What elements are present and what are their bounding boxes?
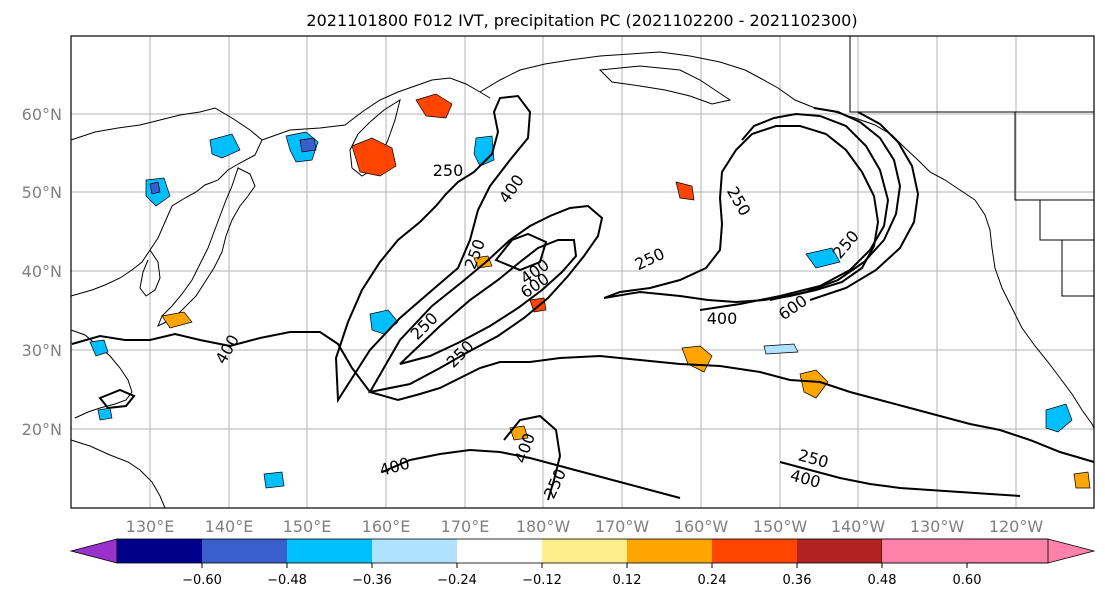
latitude-labels: 60°N 50°N 40°N 30°N 20°N <box>22 105 62 439</box>
lon-label: 140°W <box>831 517 886 536</box>
colorbar-ticks <box>201 563 968 568</box>
colorbar-tick-label: −0.24 <box>437 573 477 588</box>
lon-label: 180°W <box>516 517 571 536</box>
colorbar-tick-label: −0.12 <box>522 573 562 588</box>
map-title: 2021101800 F012 IVT, precipitation PC (2… <box>306 11 857 30</box>
precip-blob <box>675 181 695 201</box>
contour-400-ar <box>368 204 604 394</box>
colorbar-segment <box>797 539 882 563</box>
lon-label: 150°W <box>753 517 808 536</box>
precip-blob <box>473 135 495 167</box>
lon-label: 160°E <box>362 517 411 536</box>
precip-blob <box>1045 403 1073 433</box>
map-background <box>71 36 1094 508</box>
lat-label: 20°N <box>22 420 62 439</box>
contour-label: 250 <box>433 161 464 180</box>
precipitation-shading <box>89 93 1091 489</box>
map-panel: 250 400 250 400 600 250 250 400 250 250 … <box>70 35 1095 509</box>
precip-blob <box>149 181 161 195</box>
precip-blob <box>509 425 529 441</box>
colorbar-tick-label: −0.36 <box>352 573 392 588</box>
colorbar-segment <box>457 539 542 563</box>
contour-400-low <box>699 112 890 311</box>
precip-blob <box>263 471 285 489</box>
colorbar-extend-left <box>69 538 118 564</box>
colorbar-segment <box>542 539 627 563</box>
colorbar-tick-label: −0.48 <box>267 573 307 588</box>
gridlines <box>71 36 1094 508</box>
colorbar-segment <box>882 539 967 563</box>
lat-label: 50°N <box>22 183 62 202</box>
contour-outer-low <box>809 111 920 301</box>
colorbar-tick-label: 0.60 <box>953 573 982 588</box>
colorbar-segment <box>372 539 457 563</box>
contour-250-south <box>71 331 1095 463</box>
precip-blob <box>799 369 829 399</box>
contour-small <box>98 388 136 410</box>
ivt-contours <box>71 94 1095 501</box>
lon-label: 150°E <box>283 517 332 536</box>
lon-label: 170°W <box>595 517 650 536</box>
contour-250-ar <box>334 94 532 404</box>
contour-inner <box>494 232 548 272</box>
precip-blob <box>1073 471 1091 489</box>
colorbar: −0.60 −0.48 −0.36 −0.24 −0.12 0.12 0.24 … <box>69 538 1096 588</box>
colorbar-tick-label: −0.60 <box>182 573 222 588</box>
colorbar-frame <box>116 538 1049 564</box>
colorbar-tick-label: 0.36 <box>783 573 812 588</box>
lon-label: 130°E <box>126 517 175 536</box>
colorbar-segment <box>712 539 797 563</box>
colorbar-tick-label: 0.48 <box>868 573 897 588</box>
lon-label: 140°E <box>205 517 254 536</box>
precip-blob <box>89 339 109 357</box>
colorbar-tick-label: 0.24 <box>698 573 727 588</box>
lon-label: 170°E <box>441 517 490 536</box>
colorbar-segment <box>627 539 712 563</box>
precip-blob <box>763 343 799 355</box>
lat-label: 40°N <box>22 262 62 281</box>
lon-label: 130°W <box>910 517 965 536</box>
precip-blob <box>473 255 493 269</box>
lon-label: 120°W <box>989 517 1044 536</box>
precip-blob <box>351 137 397 177</box>
precip-blob <box>161 311 193 329</box>
contour-label: 400 <box>707 309 738 328</box>
colorbar-segment <box>287 539 372 563</box>
contour-400-east <box>779 461 1021 497</box>
colorbar-segment <box>117 539 202 563</box>
map-frame <box>70 35 1095 509</box>
contour-600-ar <box>399 239 578 365</box>
contour-400-south <box>503 414 562 501</box>
contour-400-low-lat <box>381 448 681 499</box>
colorbar-tick-label: 0.12 <box>613 573 642 588</box>
lon-label: 160°W <box>674 517 729 536</box>
precip-blob <box>805 247 841 269</box>
precip-blob <box>97 407 113 421</box>
longitude-labels: 130°E 140°E 150°E 160°E 170°E 180°W 170°… <box>126 517 1044 536</box>
precip-blob <box>209 133 241 159</box>
lat-label: 60°N <box>22 105 62 124</box>
colorbar-segment <box>202 539 287 563</box>
precip-blob <box>415 93 453 119</box>
contour-600-low <box>769 107 902 301</box>
lat-label: 30°N <box>22 341 62 360</box>
precip-blob <box>299 137 317 153</box>
